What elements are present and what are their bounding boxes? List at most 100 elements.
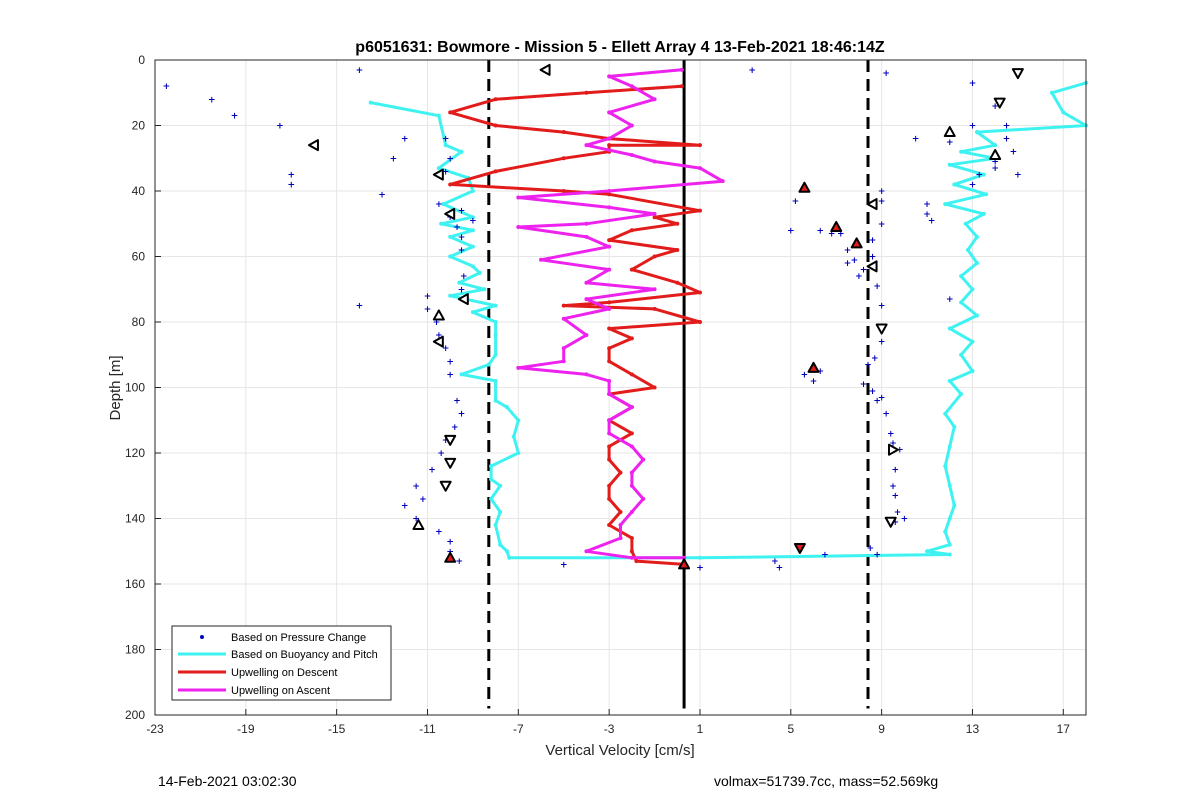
series-point [493, 123, 498, 128]
series-point [679, 84, 684, 89]
series-point [561, 346, 566, 351]
series-point [482, 287, 487, 292]
series-point [959, 274, 964, 279]
series-point [607, 483, 612, 488]
scatter-point: + [456, 557, 464, 567]
x-tick-label: -3 [604, 722, 615, 736]
series-point [959, 392, 964, 397]
series-point [489, 477, 494, 482]
scatter-point: + [894, 508, 902, 518]
scatter-point: + [976, 171, 984, 181]
triangle-marker [887, 443, 899, 456]
series-point [516, 451, 521, 455]
series-point [607, 326, 612, 331]
series-point [493, 303, 498, 308]
series-point [629, 444, 634, 449]
chart-title: p6051631: Bowmore - Mission 5 - Ellett A… [355, 39, 885, 56]
scatter-point: + [969, 180, 977, 190]
series-point [516, 195, 521, 200]
scatter-point: + [882, 410, 890, 420]
series-point [584, 234, 589, 239]
series-point [943, 529, 948, 534]
scatter-point: + [869, 387, 877, 397]
scatter-point: + [458, 207, 466, 217]
series-point [947, 378, 952, 383]
series-point [959, 352, 964, 357]
y-axis-label: Depth [m] [107, 355, 124, 420]
scatter-point: + [912, 135, 920, 145]
scatter-point: + [891, 492, 899, 502]
series-layer: ++++++++++++++++++++++++++++++++++++++++… [163, 66, 1088, 574]
series-point [607, 136, 612, 141]
scatter-point: + [887, 429, 895, 439]
scatter-point: + [435, 200, 443, 210]
series-point [607, 189, 612, 193]
series-point [498, 509, 503, 514]
x-tick-label: 5 [787, 722, 794, 736]
scatter-point: + [864, 361, 872, 371]
series-point [629, 228, 634, 233]
series-point [1049, 90, 1054, 95]
legend-label: Based on Pressure Change [231, 632, 366, 644]
series-point [952, 503, 957, 508]
scatter-point: + [991, 164, 999, 174]
scatter-point: + [442, 167, 450, 177]
scatter-point: + [460, 272, 468, 282]
series-point [629, 84, 634, 89]
scatter-point: + [412, 515, 420, 525]
series-point [459, 372, 464, 377]
series-point [493, 320, 498, 324]
series-point [629, 372, 634, 377]
scatter-point: + [458, 285, 466, 295]
scatter-point: + [801, 370, 809, 380]
scatter-point: + [435, 331, 443, 341]
series-point [618, 509, 623, 514]
scatter-point: + [378, 190, 386, 200]
series-point [470, 228, 475, 233]
series-point [925, 549, 930, 554]
series-point [629, 336, 634, 341]
series-point [963, 221, 968, 226]
legend: Based on Pressure Change Based on Buoyanc… [171, 625, 392, 701]
series-point [607, 444, 612, 449]
series-point [493, 398, 498, 403]
series-point [507, 555, 512, 560]
series-point [975, 261, 980, 266]
scatter-point: + [792, 197, 800, 207]
series-point [607, 359, 612, 364]
series-point [697, 290, 702, 295]
series-point [629, 123, 634, 128]
legend-label: Upwelling on Ascent [231, 685, 330, 697]
y-tick-label: 40 [132, 184, 146, 198]
scatter-point: + [878, 197, 886, 207]
series-point [607, 378, 612, 383]
scatter-point: + [969, 122, 977, 132]
series-point [441, 202, 446, 207]
series-point [607, 457, 612, 462]
x-tick-label: -23 [146, 722, 164, 736]
axis-ticks: -23 -19 -15 -11 -7 -3 1 5 9 13 17 0 20 40 60 80 100 120 14… [125, 53, 1070, 736]
scatter-point: + [208, 95, 216, 105]
series-point [607, 110, 612, 115]
series-point [618, 523, 623, 528]
series-point [652, 306, 657, 311]
series-point [652, 254, 657, 259]
series-point [947, 483, 952, 488]
legend-label: Upwelling on Descent [231, 667, 337, 679]
series-point [629, 555, 634, 560]
series-point [675, 280, 680, 285]
y-tick-label: 200 [125, 708, 145, 722]
series-point [629, 536, 634, 541]
scatter-point: + [276, 122, 284, 132]
series-point [561, 130, 566, 135]
series-point [470, 215, 475, 220]
triangle-marker [539, 63, 551, 76]
series-point [470, 244, 475, 249]
footer-vessel-info: volmax=51739.7cc, mass=52.569kg [714, 773, 939, 789]
x-tick-label: 9 [878, 722, 885, 736]
triangle-marker [807, 361, 820, 373]
series-point [629, 405, 634, 410]
series-point [943, 464, 948, 469]
series-point [504, 549, 509, 554]
series-point [641, 496, 646, 501]
